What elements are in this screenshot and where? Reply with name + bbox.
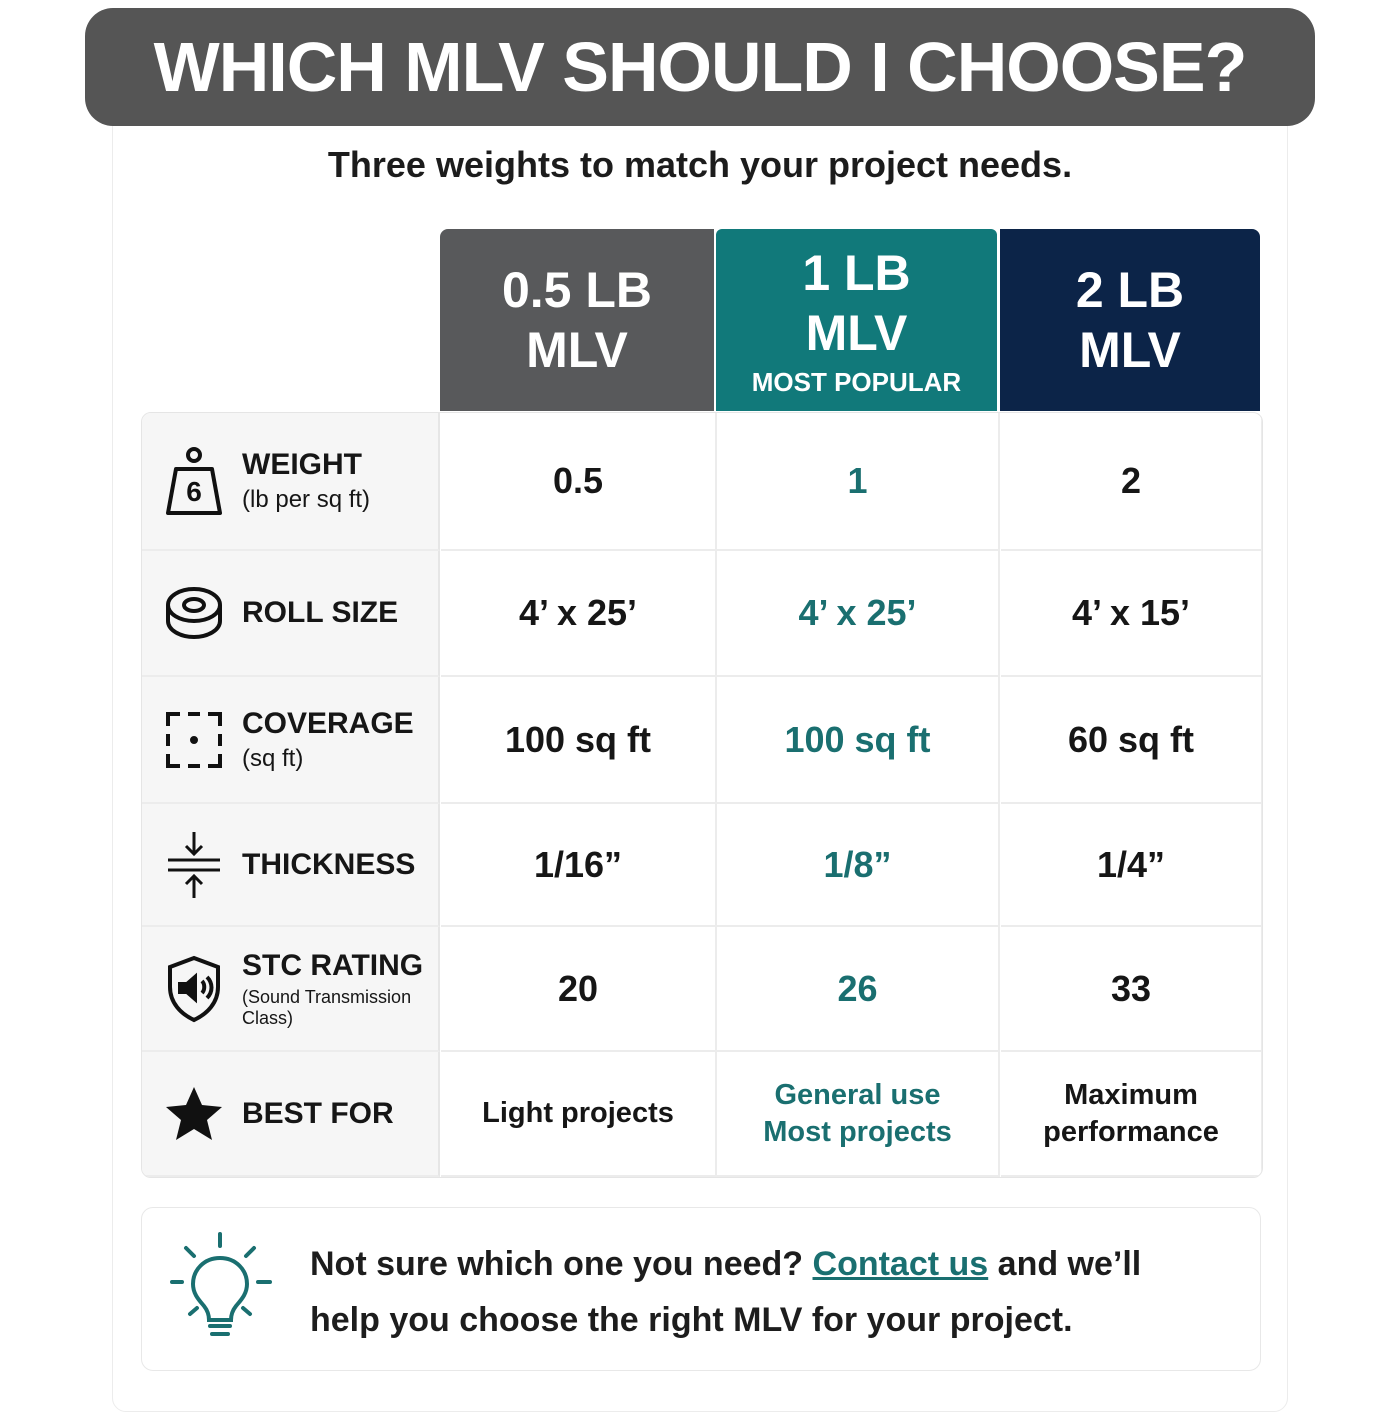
row-sublabel: (lb per sq ft) bbox=[242, 486, 371, 513]
column-title-line: MLV bbox=[805, 304, 908, 361]
icon-part bbox=[200, 975, 214, 999]
table-cell: 60 sq ft bbox=[1001, 677, 1262, 804]
row-label: ROLL SIZE bbox=[142, 551, 440, 677]
subtitle: Three weights to match your project need… bbox=[327, 144, 1073, 185]
row-name: THICKNESS bbox=[242, 847, 416, 881]
column-title-line: 2 LB bbox=[1075, 262, 1185, 318]
table-cell: 4’ x 15’ bbox=[1001, 551, 1262, 677]
help-text: Not sure which one you need? Contact us … bbox=[310, 1236, 1141, 1348]
cell-line: 2 bbox=[1120, 460, 1142, 501]
table-cell: 26 bbox=[717, 927, 1000, 1052]
icon-part bbox=[178, 972, 197, 1003]
column-badge: MOST POPULAR bbox=[751, 366, 962, 397]
cell-line: 60 sq ft bbox=[1067, 718, 1195, 760]
icon-part bbox=[168, 831, 220, 898]
cell-line: 1/4” bbox=[1096, 843, 1166, 885]
help-before: Not sure which one you need? bbox=[310, 1245, 804, 1283]
table-cell: 20 bbox=[441, 927, 717, 1052]
table-cell: 1/16” bbox=[441, 804, 717, 927]
cell-line: 100 sq ft bbox=[504, 718, 652, 760]
icon-part bbox=[166, 587, 222, 623]
column-title-line: MLV bbox=[1079, 322, 1181, 378]
row-label-text: WEIGHT (lb per sq ft) bbox=[242, 448, 370, 514]
row-icon bbox=[166, 711, 222, 768]
row-sublabel: (Sound Transmission Class) bbox=[242, 986, 412, 1028]
row-icon bbox=[166, 1086, 222, 1140]
help-box: Not sure which one you need? Contact us … bbox=[141, 1207, 1261, 1371]
icon-part bbox=[190, 735, 198, 744]
column-header: 0.5 LB MLV bbox=[440, 229, 714, 411]
cell-line: 4’ x 15’ bbox=[1071, 592, 1191, 633]
table-cell: 2 bbox=[1001, 413, 1262, 551]
table-cell: 1 bbox=[717, 413, 1000, 551]
icon-part bbox=[168, 955, 220, 1022]
bulb-icon bbox=[170, 1232, 272, 1336]
row-icon bbox=[166, 587, 222, 640]
help-line2: help you choose the right MLV for your p… bbox=[310, 1301, 1073, 1339]
icon-part bbox=[186, 447, 202, 463]
column-title-line: 1 LB bbox=[802, 244, 911, 301]
cell-line: 1/8” bbox=[823, 843, 892, 885]
cell-line: 20 bbox=[557, 967, 599, 1009]
cell-line: 0.5 bbox=[552, 460, 604, 501]
cell-line: 100 sq ft bbox=[784, 718, 931, 760]
row-icon bbox=[168, 955, 220, 1022]
table-cell: 1/4” bbox=[1001, 804, 1262, 927]
cell-line: 1/16” bbox=[533, 843, 623, 885]
table-cell: Light projects bbox=[441, 1052, 717, 1177]
table-cell: Maximum performance bbox=[1001, 1052, 1262, 1177]
table-cell: 100 sq ft bbox=[717, 677, 1000, 804]
icon-part: 6 bbox=[186, 476, 202, 507]
column-title-line: MLV bbox=[526, 322, 628, 378]
icon-part bbox=[166, 467, 222, 515]
icon-part bbox=[166, 711, 222, 768]
table-cell: 1/8” bbox=[717, 804, 1000, 927]
title: WHICH MLV SHOULD I CHOOSE? bbox=[85, 8, 1315, 126]
row-label: 6 WEIGHT (lb per sq ft) bbox=[142, 413, 440, 551]
row-icon: 6 bbox=[166, 447, 222, 515]
table-cell: 0.5 bbox=[441, 413, 717, 551]
cell-line: performance bbox=[1043, 1115, 1219, 1148]
row-label-text: THICKNESS bbox=[242, 848, 415, 882]
row-name: WEIGHT bbox=[242, 448, 362, 481]
contact-link[interactable]: Contact us bbox=[812, 1245, 989, 1283]
cell-line: 4’ x 25’ bbox=[518, 592, 638, 633]
column-title-line: 0.5 LB bbox=[501, 262, 653, 318]
row-label-text: STC RATING (Sound Transmission Class) bbox=[242, 949, 438, 1029]
cell-line: 4’ x 25’ bbox=[798, 592, 917, 633]
icon-part bbox=[166, 605, 222, 640]
table-cell: 33 bbox=[1001, 927, 1262, 1052]
column-header: 1 LB MLV MOST POPULAR bbox=[716, 229, 997, 411]
cell-line: Most projects bbox=[763, 1115, 952, 1148]
row-label: THICKNESS bbox=[142, 804, 440, 927]
row-icon bbox=[168, 831, 220, 898]
row-label-text: ROLL SIZE bbox=[242, 596, 398, 630]
row-label-text: COVERAGE (sq ft) bbox=[242, 707, 414, 773]
cell-line: Light projects bbox=[482, 1097, 674, 1129]
cell-line: Maximum bbox=[1064, 1078, 1198, 1111]
table-cell: 4’ x 25’ bbox=[441, 551, 717, 677]
row-name: STC RATING bbox=[242, 948, 424, 982]
table-cell: General use Most projects bbox=[717, 1052, 1000, 1177]
icon-part bbox=[182, 597, 206, 613]
cell-line: 26 bbox=[837, 967, 878, 1009]
cell-line: General use bbox=[774, 1078, 941, 1111]
icon-part bbox=[166, 1086, 222, 1140]
column-header: 2 LB MLV bbox=[1000, 229, 1260, 411]
row-label: COVERAGE (sq ft) bbox=[142, 677, 440, 804]
row-label-text: BEST FOR bbox=[242, 1097, 394, 1131]
row-name: ROLL SIZE bbox=[242, 596, 399, 629]
cell-line: 33 bbox=[1110, 967, 1152, 1009]
table-cell: 100 sq ft bbox=[441, 677, 717, 804]
row-label: BEST FOR bbox=[142, 1052, 440, 1177]
help-after: and we’ll bbox=[997, 1245, 1142, 1283]
cell-line: 1 bbox=[847, 460, 868, 501]
row-label: STC RATING (Sound Transmission Class) bbox=[142, 927, 440, 1052]
row-name: BEST FOR bbox=[242, 1096, 394, 1130]
row-sublabel: (sq ft) bbox=[242, 744, 304, 772]
table-cell: 4’ x 25’ bbox=[717, 551, 1000, 677]
table-body: 6 WEIGHT (lb per sq ft) 0.5 1 2 ROLL SIZE 4’ x … bbox=[141, 412, 1263, 1178]
row-name: COVERAGE bbox=[242, 706, 414, 740]
